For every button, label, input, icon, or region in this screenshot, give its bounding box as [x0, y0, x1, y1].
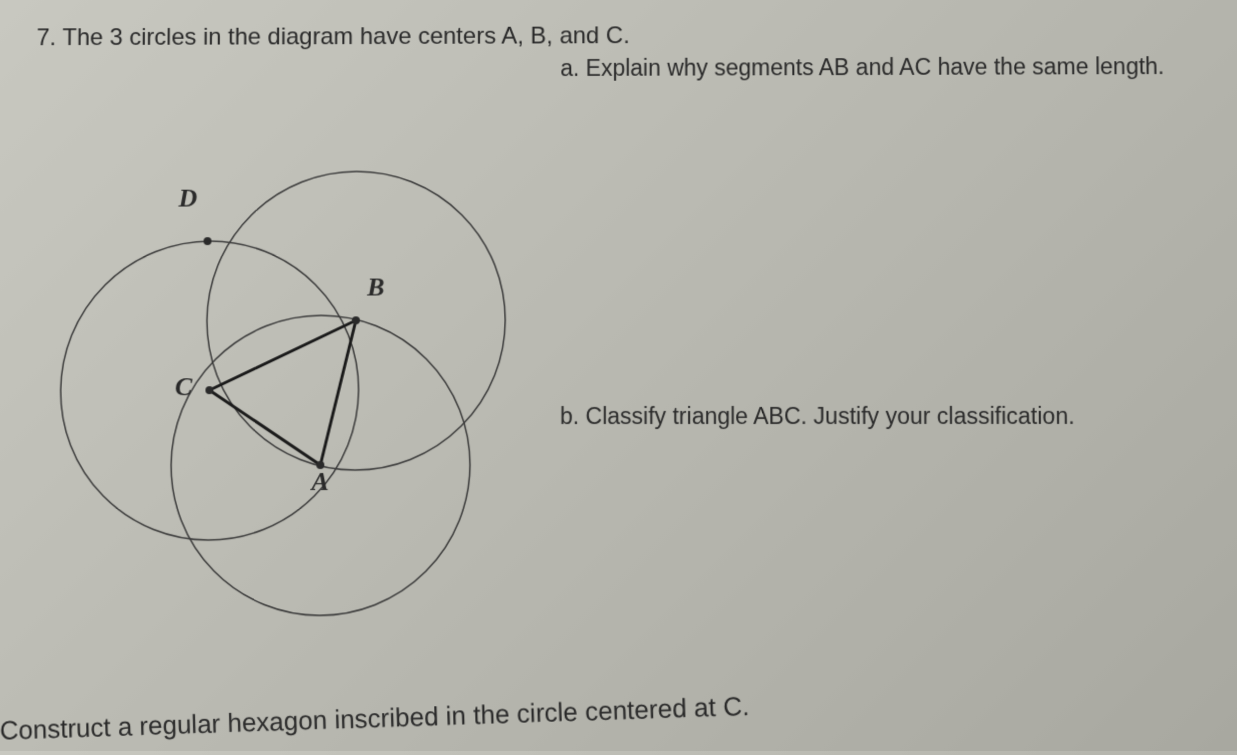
point-dot-1: [352, 316, 360, 324]
question-header: 7. The 3 circles in the diagram have cen…: [36, 20, 1206, 52]
point-dot-2: [205, 386, 213, 394]
label-d: D: [178, 184, 198, 213]
label-b: B: [366, 272, 384, 301]
label-a: A: [310, 467, 329, 496]
triangle-side-1: [209, 320, 355, 390]
label-c: C: [175, 372, 193, 401]
diagram-svg: A B C D: [30, 72, 570, 671]
triangle-side-0: [320, 320, 356, 465]
part-a-text: a. Explain why segments AB and AC have t…: [560, 50, 1164, 84]
question-text: The 3 circles in the diagram have center…: [62, 22, 630, 51]
question-number: 7.: [36, 24, 56, 51]
point-dot-3: [204, 237, 212, 245]
part-b-text: b. Classify triangle ABC. Justify your c…: [560, 400, 1075, 432]
triangle-side-2: [209, 390, 321, 465]
geometry-diagram: A B C D: [30, 72, 570, 671]
construct-instruction: Construct a regular hexagon inscribed in…: [0, 691, 750, 747]
